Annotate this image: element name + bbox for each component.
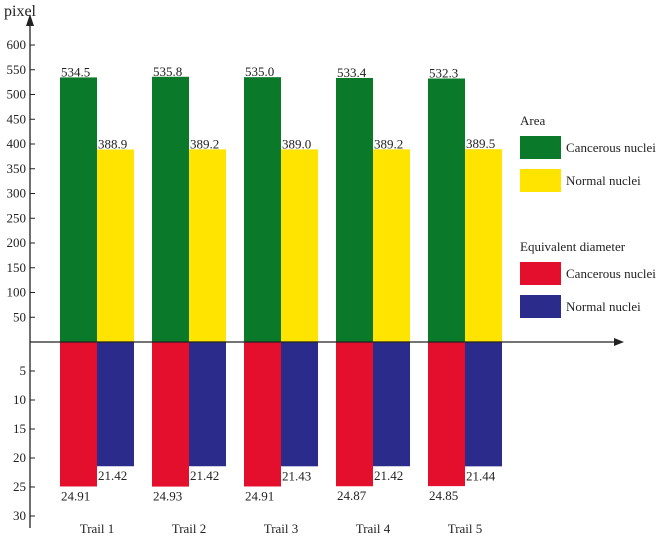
data-label: 21.43 bbox=[282, 468, 311, 483]
bar-diameter-normal-3 bbox=[281, 342, 318, 467]
bar-diameter-cancerous-1 bbox=[60, 342, 97, 487]
y-tick-label: 450 bbox=[7, 111, 27, 126]
data-label: 24.91 bbox=[61, 488, 90, 503]
legend-label: Normal nuclei bbox=[566, 299, 641, 314]
bar-area-cancerous-2 bbox=[152, 76, 189, 343]
data-label: 21.44 bbox=[466, 468, 496, 483]
y-tick-label: 600 bbox=[7, 37, 27, 52]
y-tick-label: 20 bbox=[13, 450, 26, 465]
y-tick-label: 500 bbox=[7, 87, 27, 102]
y-tick-label: 150 bbox=[7, 260, 27, 275]
data-label: 389.2 bbox=[190, 136, 219, 151]
bar-area-normal-5 bbox=[465, 149, 502, 342]
y-tick-label: 400 bbox=[7, 136, 27, 151]
category-label: Trail 4 bbox=[356, 521, 391, 536]
data-label: 535.0 bbox=[245, 64, 274, 79]
y-axis-arrow bbox=[26, 14, 34, 26]
y-axis-unit-label: pixel bbox=[4, 3, 37, 20]
y-tick-label: 200 bbox=[7, 235, 27, 250]
data-label: 389.5 bbox=[466, 136, 495, 151]
bar-area-cancerous-3 bbox=[244, 77, 281, 343]
bar-area-normal-4 bbox=[373, 149, 410, 342]
bar-diameter-normal-2 bbox=[189, 342, 226, 467]
legend-label: Normal nuclei bbox=[566, 173, 641, 188]
bar-diameter-cancerous-3 bbox=[244, 342, 281, 487]
data-label: 534.5 bbox=[61, 64, 90, 79]
legend-title-diameter: Equivalent diameter bbox=[520, 239, 626, 254]
data-label: 535.8 bbox=[153, 64, 182, 79]
category-label: Trail 3 bbox=[264, 521, 299, 536]
legend-swatch bbox=[520, 295, 561, 318]
data-label: 21.42 bbox=[190, 468, 219, 483]
bar-diameter-normal-5 bbox=[465, 342, 502, 467]
data-label: 389.0 bbox=[282, 136, 311, 151]
y-tick-label: 25 bbox=[13, 479, 26, 494]
category-label: Trail 1 bbox=[80, 521, 115, 536]
y-tick-label: 10 bbox=[13, 392, 26, 407]
legend-swatch bbox=[520, 136, 561, 159]
data-label: 21.42 bbox=[98, 468, 127, 483]
bar-diameter-cancerous-4 bbox=[336, 342, 373, 487]
data-label: 24.91 bbox=[245, 488, 274, 503]
data-label: 389.2 bbox=[374, 136, 403, 151]
data-label: 533.4 bbox=[337, 65, 367, 80]
data-label: 24.85 bbox=[429, 488, 458, 503]
category-label: Trail 2 bbox=[172, 521, 207, 536]
bar-area-cancerous-5 bbox=[428, 78, 465, 342]
y-tick-label: 250 bbox=[7, 210, 27, 225]
bar-area-normal-1 bbox=[97, 149, 134, 342]
legend-label: Cancerous nuclei bbox=[566, 266, 656, 281]
y-tick-label: 15 bbox=[13, 421, 26, 436]
bar-area-cancerous-4 bbox=[336, 77, 373, 342]
legend-swatch bbox=[520, 169, 561, 192]
y-tick-label: 50 bbox=[13, 309, 26, 324]
bar-diameter-cancerous-5 bbox=[428, 342, 465, 487]
y-tick-label: 30 bbox=[13, 508, 26, 523]
data-label: 24.87 bbox=[337, 488, 367, 503]
y-tick-label: 350 bbox=[7, 161, 27, 176]
y-tick-label: 100 bbox=[7, 285, 27, 300]
data-label: 388.9 bbox=[98, 136, 127, 151]
bar-area-normal-2 bbox=[189, 149, 226, 342]
y-tick-label: 550 bbox=[7, 62, 27, 77]
data-label: 21.42 bbox=[374, 468, 403, 483]
legend-title-area: Area bbox=[520, 113, 545, 128]
data-label: 532.3 bbox=[429, 66, 458, 81]
bar-diameter-normal-4 bbox=[373, 342, 410, 467]
data-label: 24.93 bbox=[153, 489, 182, 504]
bar-area-cancerous-1 bbox=[60, 77, 97, 343]
bar-diameter-normal-1 bbox=[97, 342, 134, 467]
y-tick-label: 5 bbox=[20, 363, 27, 378]
bar-area-normal-3 bbox=[281, 149, 318, 342]
category-label: Trail 5 bbox=[448, 521, 483, 536]
bar-diameter-cancerous-2 bbox=[152, 342, 189, 487]
legend-swatch bbox=[520, 262, 561, 285]
y-tick-label: 300 bbox=[7, 186, 27, 201]
legend-label: Cancerous nuclei bbox=[566, 140, 656, 155]
x-axis-arrow bbox=[614, 338, 624, 346]
